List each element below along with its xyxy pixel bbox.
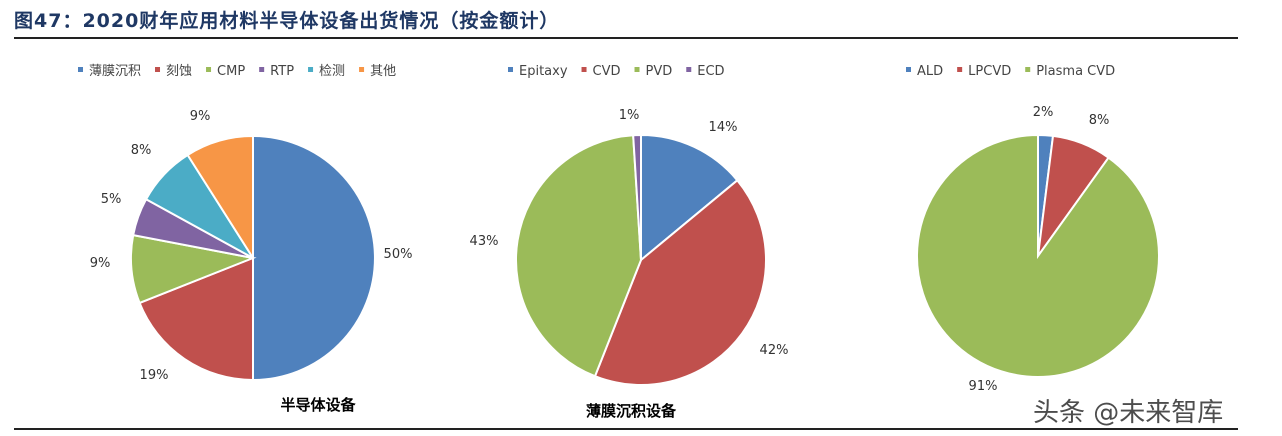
- legend-item-cvd: CVD: [581, 64, 621, 79]
- legend-item-rtp: RTP: [259, 64, 294, 79]
- legend-label: PVD: [646, 64, 673, 79]
- legend-label: 刻蚀: [166, 64, 192, 79]
- data-label-item-0: 50%: [384, 247, 413, 262]
- legend-label: Plasma CVD: [1036, 64, 1115, 79]
- data-label-item-4: 8%: [131, 143, 152, 158]
- legend-item-cmp: CMP: [206, 64, 245, 79]
- pie-slice-epitaxy: [640, 133, 739, 263]
- legend-item-item-0: 薄膜沉积: [78, 64, 141, 79]
- legend-label: 其他: [370, 64, 396, 79]
- legend-item-item-4: 检测: [308, 64, 345, 79]
- legend-label: 薄膜沉积: [89, 64, 141, 79]
- data-label-cvd: 42%: [760, 343, 789, 358]
- watermark: 头条 @未来智库: [1033, 398, 1224, 428]
- data-label-rtp: 5%: [101, 192, 122, 207]
- legend-item-item-1: 刻蚀: [155, 64, 192, 79]
- legend-label: LPCVD: [968, 64, 1011, 79]
- data-label-item-5: 9%: [190, 109, 211, 124]
- legend-item-ecd: ECD: [686, 64, 725, 79]
- legend-label: ALD: [917, 64, 943, 79]
- legend-item-epitaxy: Epitaxy: [508, 64, 568, 79]
- legend-swatch: [634, 67, 640, 72]
- legend-swatch: [508, 67, 513, 72]
- title-rule: [14, 37, 1238, 39]
- legend-label: CMP: [217, 64, 245, 79]
- legend-swatch: [686, 67, 692, 72]
- data-label-ecd: 1%: [619, 108, 640, 123]
- figure-title: 图47：2020财年应用材料半导体设备出货情况（按金额计）: [14, 10, 560, 32]
- pie-slice-pvd: [515, 134, 643, 378]
- legend-swatch: [581, 67, 587, 72]
- legend-swatch: [78, 67, 83, 72]
- legend-label: 检测: [319, 64, 345, 79]
- data-label-plasma-cvd: 91%: [969, 379, 998, 394]
- legend-item-pvd: PVD: [634, 64, 673, 79]
- pie-slice-item-1: [138, 256, 254, 382]
- pie-chart-thin-film-deposition: Epitaxy CVD PVD ECD 14% 42% 43% 1% 薄膜沉积设备: [470, 64, 789, 420]
- pie-chart-cvd-breakdown: ALD LPCVD Plasma CVD 2% 8% 91%: [906, 64, 1160, 394]
- legend-swatch: [359, 67, 365, 72]
- pie-slice-cvd: [593, 178, 767, 386]
- legend-item-item-5: 其他: [359, 64, 396, 79]
- legend-swatch: [1025, 67, 1031, 72]
- legend-swatch: [308, 67, 314, 72]
- legend-swatch: [155, 67, 161, 72]
- data-label-item-1: 19%: [140, 368, 169, 383]
- data-label-epitaxy: 14%: [709, 120, 738, 135]
- data-label-lpcvd: 8%: [1089, 113, 1110, 128]
- legend-label: Epitaxy: [519, 64, 568, 79]
- legend-label: CVD: [593, 64, 621, 79]
- legend-item-lpcvd: LPCVD: [957, 64, 1011, 79]
- pie-slice-plasma-cvd: [916, 133, 1160, 378]
- legend-label: RTP: [270, 64, 294, 79]
- pie-chart-semiconductor-equipment: 薄膜沉积 刻蚀 CMP RTP 检测 其他 50% 19% 9% 5% 8% 9% 半导体设备: [78, 64, 412, 414]
- legend-item-ald: ALD: [906, 64, 943, 79]
- data-label-ald: 2%: [1033, 105, 1054, 120]
- pie-slice-item-0: [252, 134, 376, 382]
- legend-swatch: [906, 67, 911, 72]
- bottom-rule: [14, 428, 1238, 430]
- data-label-pvd: 43%: [470, 234, 499, 249]
- legend-swatch: [206, 67, 212, 72]
- chart-caption: 半导体设备: [280, 396, 356, 414]
- legend-label: ECD: [697, 64, 724, 79]
- data-label-cmp: 9%: [90, 256, 111, 271]
- pie-slice-item-5: [186, 134, 254, 262]
- legend-item-plasma-cvd: Plasma CVD: [1025, 64, 1115, 79]
- pie-slice-ecd: [632, 133, 642, 261]
- legend-swatch: [957, 67, 963, 72]
- legend-swatch: [259, 67, 265, 72]
- chart-caption: 薄膜沉积设备: [586, 402, 677, 420]
